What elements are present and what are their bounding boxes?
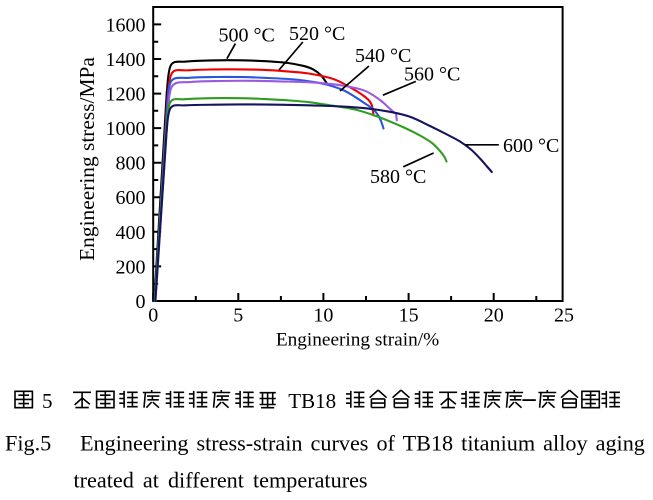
svg-text:1400: 1400 <box>106 49 146 71</box>
svg-text:200: 200 <box>116 256 146 278</box>
svg-text:560 °C: 560 °C <box>404 64 460 86</box>
svg-text:15: 15 <box>399 305 419 327</box>
svg-text:600: 600 <box>116 187 146 209</box>
svg-text:5: 5 <box>233 305 243 327</box>
svg-text:25: 25 <box>554 305 574 327</box>
svg-text:20: 20 <box>484 305 504 327</box>
svg-text:TB18: TB18 <box>288 389 336 413</box>
svg-text:1200: 1200 <box>106 84 146 106</box>
svg-text:0: 0 <box>148 305 158 327</box>
svg-text:500 °C: 500 °C <box>219 25 275 47</box>
svg-text:5: 5 <box>42 389 53 413</box>
svg-text:1600: 1600 <box>106 14 146 36</box>
svg-text:Engineering strain/%: Engineering strain/% <box>276 329 439 350</box>
svg-text:Fig.5: Fig.5 <box>5 431 51 456</box>
svg-text:600 °C: 600 °C <box>503 135 559 157</box>
svg-text:Engineering stress-strain curv: Engineering stress-strain curves of TB18… <box>80 431 645 456</box>
svg-text:520 °C: 520 °C <box>289 23 345 45</box>
svg-text:treated at different temperatu: treated at different temperatures <box>74 468 368 493</box>
svg-text:400: 400 <box>116 222 146 244</box>
svg-text:0: 0 <box>136 291 146 313</box>
svg-text:Engineering stress/MPa: Engineering stress/MPa <box>75 57 99 261</box>
svg-text:1000: 1000 <box>106 118 146 140</box>
svg-text:800: 800 <box>116 153 146 175</box>
svg-text:10: 10 <box>313 305 333 327</box>
svg-text:580 °C: 580 °C <box>370 166 426 188</box>
svg-text:540 °C: 540 °C <box>355 45 411 67</box>
